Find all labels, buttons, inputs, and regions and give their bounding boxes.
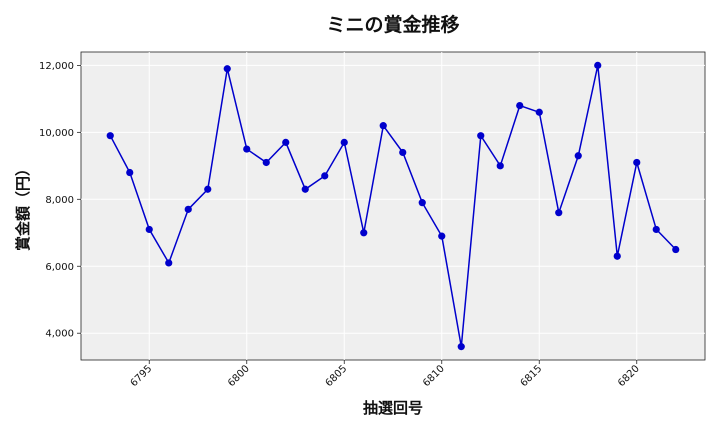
data-point xyxy=(418,199,426,207)
data-point xyxy=(574,152,582,160)
data-point xyxy=(438,232,446,240)
data-point xyxy=(379,122,387,130)
series-line xyxy=(109,65,677,347)
x-axis-label: 抽選回号 xyxy=(363,399,423,417)
x-tick-label: 6800 xyxy=(226,363,252,389)
data-point xyxy=(633,158,641,167)
data-point xyxy=(340,138,348,146)
x-tick-label: 6795 xyxy=(129,363,155,389)
data-point xyxy=(594,61,602,69)
plot-background xyxy=(80,51,706,361)
y-tick-label: 4,000 xyxy=(45,329,74,340)
x-tick-label: 6815 xyxy=(519,363,545,389)
data-point xyxy=(204,185,212,193)
data-point xyxy=(399,148,407,157)
data-point xyxy=(106,132,114,140)
plot-area: 4,000 6,000 8,000 10,000 12,000 6795 6800 6805 6… xyxy=(39,51,706,389)
data-point xyxy=(477,132,485,140)
data-point xyxy=(145,225,153,234)
data-point xyxy=(496,162,504,170)
data-point xyxy=(243,145,251,153)
data-point xyxy=(652,225,660,234)
data-point xyxy=(672,245,680,254)
data-point xyxy=(457,343,465,351)
x-tick-label: 6805 xyxy=(324,363,350,389)
y-tick-label: 8,000 xyxy=(45,195,74,206)
y-tick-label: 12,000 xyxy=(39,61,74,72)
x-tick-label: 6810 xyxy=(421,363,447,389)
data-point xyxy=(613,252,621,260)
data-point xyxy=(282,138,290,146)
x-tick-label: 6820 xyxy=(616,363,642,389)
data-point xyxy=(126,168,134,177)
data-point xyxy=(516,101,524,110)
y-tick-label: 10,000 xyxy=(39,128,74,139)
data-point xyxy=(223,65,231,73)
data-point xyxy=(555,209,563,217)
data-point xyxy=(165,259,173,267)
y-tick-label: 6,000 xyxy=(45,262,74,273)
y-axis-label: 賞金額（円） xyxy=(14,161,32,251)
data-point xyxy=(262,158,270,167)
chart-title: ミニの賞金推移 xyxy=(326,13,459,36)
data-point xyxy=(360,229,368,237)
data-point xyxy=(301,185,309,193)
data-point xyxy=(535,108,543,116)
data-point xyxy=(184,205,192,213)
data-point xyxy=(321,172,329,180)
